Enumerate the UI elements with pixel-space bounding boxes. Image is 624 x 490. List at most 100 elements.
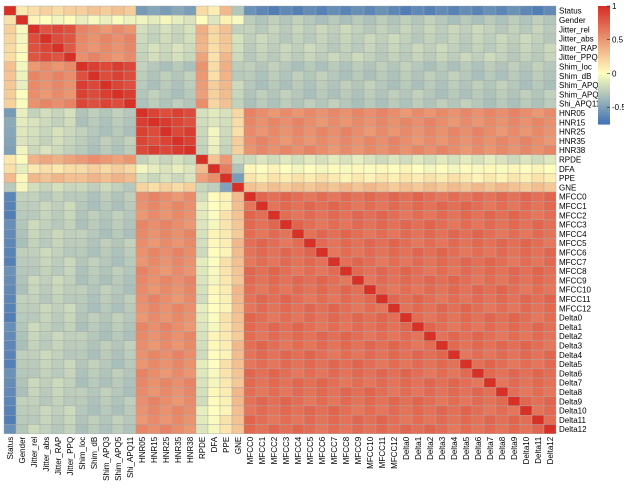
heatmap-cell-delta4-shi_apq11 [123,349,137,360]
heatmap-cell-mfcc10-hnr05 [135,284,149,295]
heatmap-cell-gender-hnr05 [135,15,149,25]
heatmap-cell-mfcc12-hnr15 [147,303,161,314]
heatmap-cell-jitter_abs-delta11 [531,33,545,44]
heatmap-cell-hnr35-shim_loc [75,135,89,146]
heatmap-cell-delta12-shi_apq11 [123,424,137,435]
heatmap-cell-jitter_rap-mfcc10 [363,43,377,53]
heatmap-cell-delta7-delta3 [435,377,449,388]
heatmap-cell-delta11-mfcc6 [315,415,329,425]
heatmap-cell-jitter_rel-mfcc11 [375,24,389,35]
heatmap-cell-delta2-gne [231,331,245,342]
heatmap-cell-jitter_rap-mfcc0 [243,43,257,53]
heatmap-cell-mfcc7-gne [231,256,245,267]
heatmap-cell-delta3-gender [15,340,29,351]
heatmap-cell-mfcc2-mfcc3 [279,210,293,221]
heatmap-cell-delta3-mfcc10 [363,340,377,351]
heatmap-cell-mfcc8-mfcc5 [303,266,317,276]
heatmap-cell-gne-mfcc2 [267,182,281,193]
heatmap-cell-jitter_rap-delta4 [447,43,461,53]
heatmap-cell-mfcc7-dfa [207,256,221,267]
heatmap-cell-mfcc12-dfa [207,303,221,314]
heatmap-cell-gender-delta7 [483,15,497,25]
heatmap-cell-mfcc1-delta2 [423,201,437,211]
heatmap-cell-mfcc5-delta1 [411,238,425,249]
heatmap-cell-delta8-delta6 [471,387,485,397]
heatmap-cell-mfcc7-hnr25 [159,256,173,267]
heatmap-cell-gne-shi_apq11 [123,182,137,193]
heatmap-cell-mfcc7-delta0 [399,256,413,267]
heatmap-cell-delta2-delta3 [435,331,449,342]
heatmap-cell-delta3-jitter_rel [27,340,41,351]
heatmap-cell-delta0-gne [231,312,245,323]
heatmap-cell-mfcc5-delta4 [447,238,461,249]
heatmap-cell-shi_apq11-mfcc10 [363,98,377,109]
heatmap-cell-mfcc2-delta5 [459,210,473,221]
heatmap-cell-hnr38-mfcc0 [243,145,257,156]
heatmap-cell-delta12-shim_loc [75,424,89,435]
heatmap-cell-delta10-shim_loc [75,405,89,416]
heatmap-cell-hnr15-mfcc1 [255,117,269,128]
heatmap-cell-shim_apq3-delta6 [471,80,485,90]
heatmap-cell-jitter_abs-delta2 [423,33,437,44]
column-label-mfcc2: MFCC2 [270,436,279,464]
heatmap-cell-mfcc3-mfcc12 [387,219,401,230]
heatmap-cell-jitter_rap-mfcc1 [255,43,269,53]
heatmap-cell-delta6-mfcc12 [387,368,401,379]
heatmap-cell-mfcc9-delta7 [483,275,497,286]
heatmap-cell-gender-hnr35 [171,15,185,25]
heatmap-cell-dfa-delta12 [543,163,557,174]
heatmap-cell-mfcc2-delta11 [531,210,545,221]
heatmap-cell-gne-ppe [219,182,233,193]
heatmap-cell-shim_db-status [3,70,17,81]
heatmap-cell-mfcc4-status [3,228,17,239]
heatmap-cell-delta4-jitter_rel [27,349,41,360]
heatmap-cell-hnr25-jitter_rel [27,126,41,137]
heatmap-cell-rpde-jitter_rel [27,154,41,165]
heatmap-cell-mfcc11-mfcc0 [243,294,257,304]
heatmap-cell-shim_db-shim_apq3 [99,70,113,81]
heatmap-cell-ppe-delta11 [531,173,545,183]
heatmap-cell-shi_apq11-mfcc12 [387,98,401,109]
heatmap-cell-hnr15-mfcc0 [243,117,257,128]
heatmap-cell-mfcc2-delta9 [507,210,521,221]
heatmap-cell-hnr35-shi_apq11 [123,135,137,146]
heatmap-cell-mfcc5-shim_loc [75,238,89,249]
heatmap-cell-shim_db-ppe [219,70,233,81]
row-label-jitter_abs: Jitter_abs [559,35,594,44]
heatmap-cell-delta11-delta12 [543,415,557,425]
heatmap-cell-shi_apq11-mfcc2 [267,98,281,109]
heatmap-cell-delta9-shi_apq11 [123,396,137,407]
heatmap-cell-hnr38-status [3,145,17,156]
heatmap-cell-status-shim_db [87,5,101,16]
row-label-delta6: Delta6 [559,369,583,378]
heatmap-cell-delta8-ppe [219,387,233,397]
heatmap-cell-shim_loc-jitter_ppq [63,61,77,72]
heatmap-cell-shim_db-delta2 [423,70,437,81]
column-label-mfcc6: MFCC6 [318,436,327,464]
heatmap-cell-hnr05-delta8 [495,108,509,118]
heatmap-cell-gne-delta0 [399,182,413,193]
heatmap-cell-delta11-mfcc11 [375,415,389,425]
legend-swatch [598,94,610,98]
legend-swatch [598,59,610,62]
heatmap-cell-dfa-rpde [195,163,209,174]
heatmap-cell-mfcc10-delta8 [495,284,509,295]
heatmap-cell-status-ppe [219,5,233,16]
heatmap-cell-hnr38-rpde [195,145,209,156]
heatmap-cell-jitter_abs-mfcc3 [279,33,293,44]
legend-swatch [598,100,610,103]
heatmap-cell-shim_loc-shim_loc [75,61,89,72]
heatmap-cell-hnr05-shi_apq11 [123,108,137,118]
row-label-shim_apq3: Shim_APQ3 [559,81,604,90]
heatmap-cell-mfcc5-delta6 [471,238,485,249]
heatmap-cell-shim_db-mfcc7 [327,70,341,81]
heatmap-cell-delta7-gender [15,377,29,388]
heatmap-cell-shim_db-hnr05 [135,70,149,81]
heatmap-cell-gne-mfcc12 [387,182,401,193]
heatmap-cell-gne-shim_apq5 [111,182,125,193]
heatmap-cell-gender-delta12 [543,15,557,25]
heatmap-cell-shim_loc-mfcc8 [339,61,353,72]
heatmap-cell-mfcc9-mfcc1 [255,275,269,286]
heatmap-cell-hnr38-gender [15,145,29,156]
heatmap-cell-shi_apq11-rpde [195,98,209,109]
